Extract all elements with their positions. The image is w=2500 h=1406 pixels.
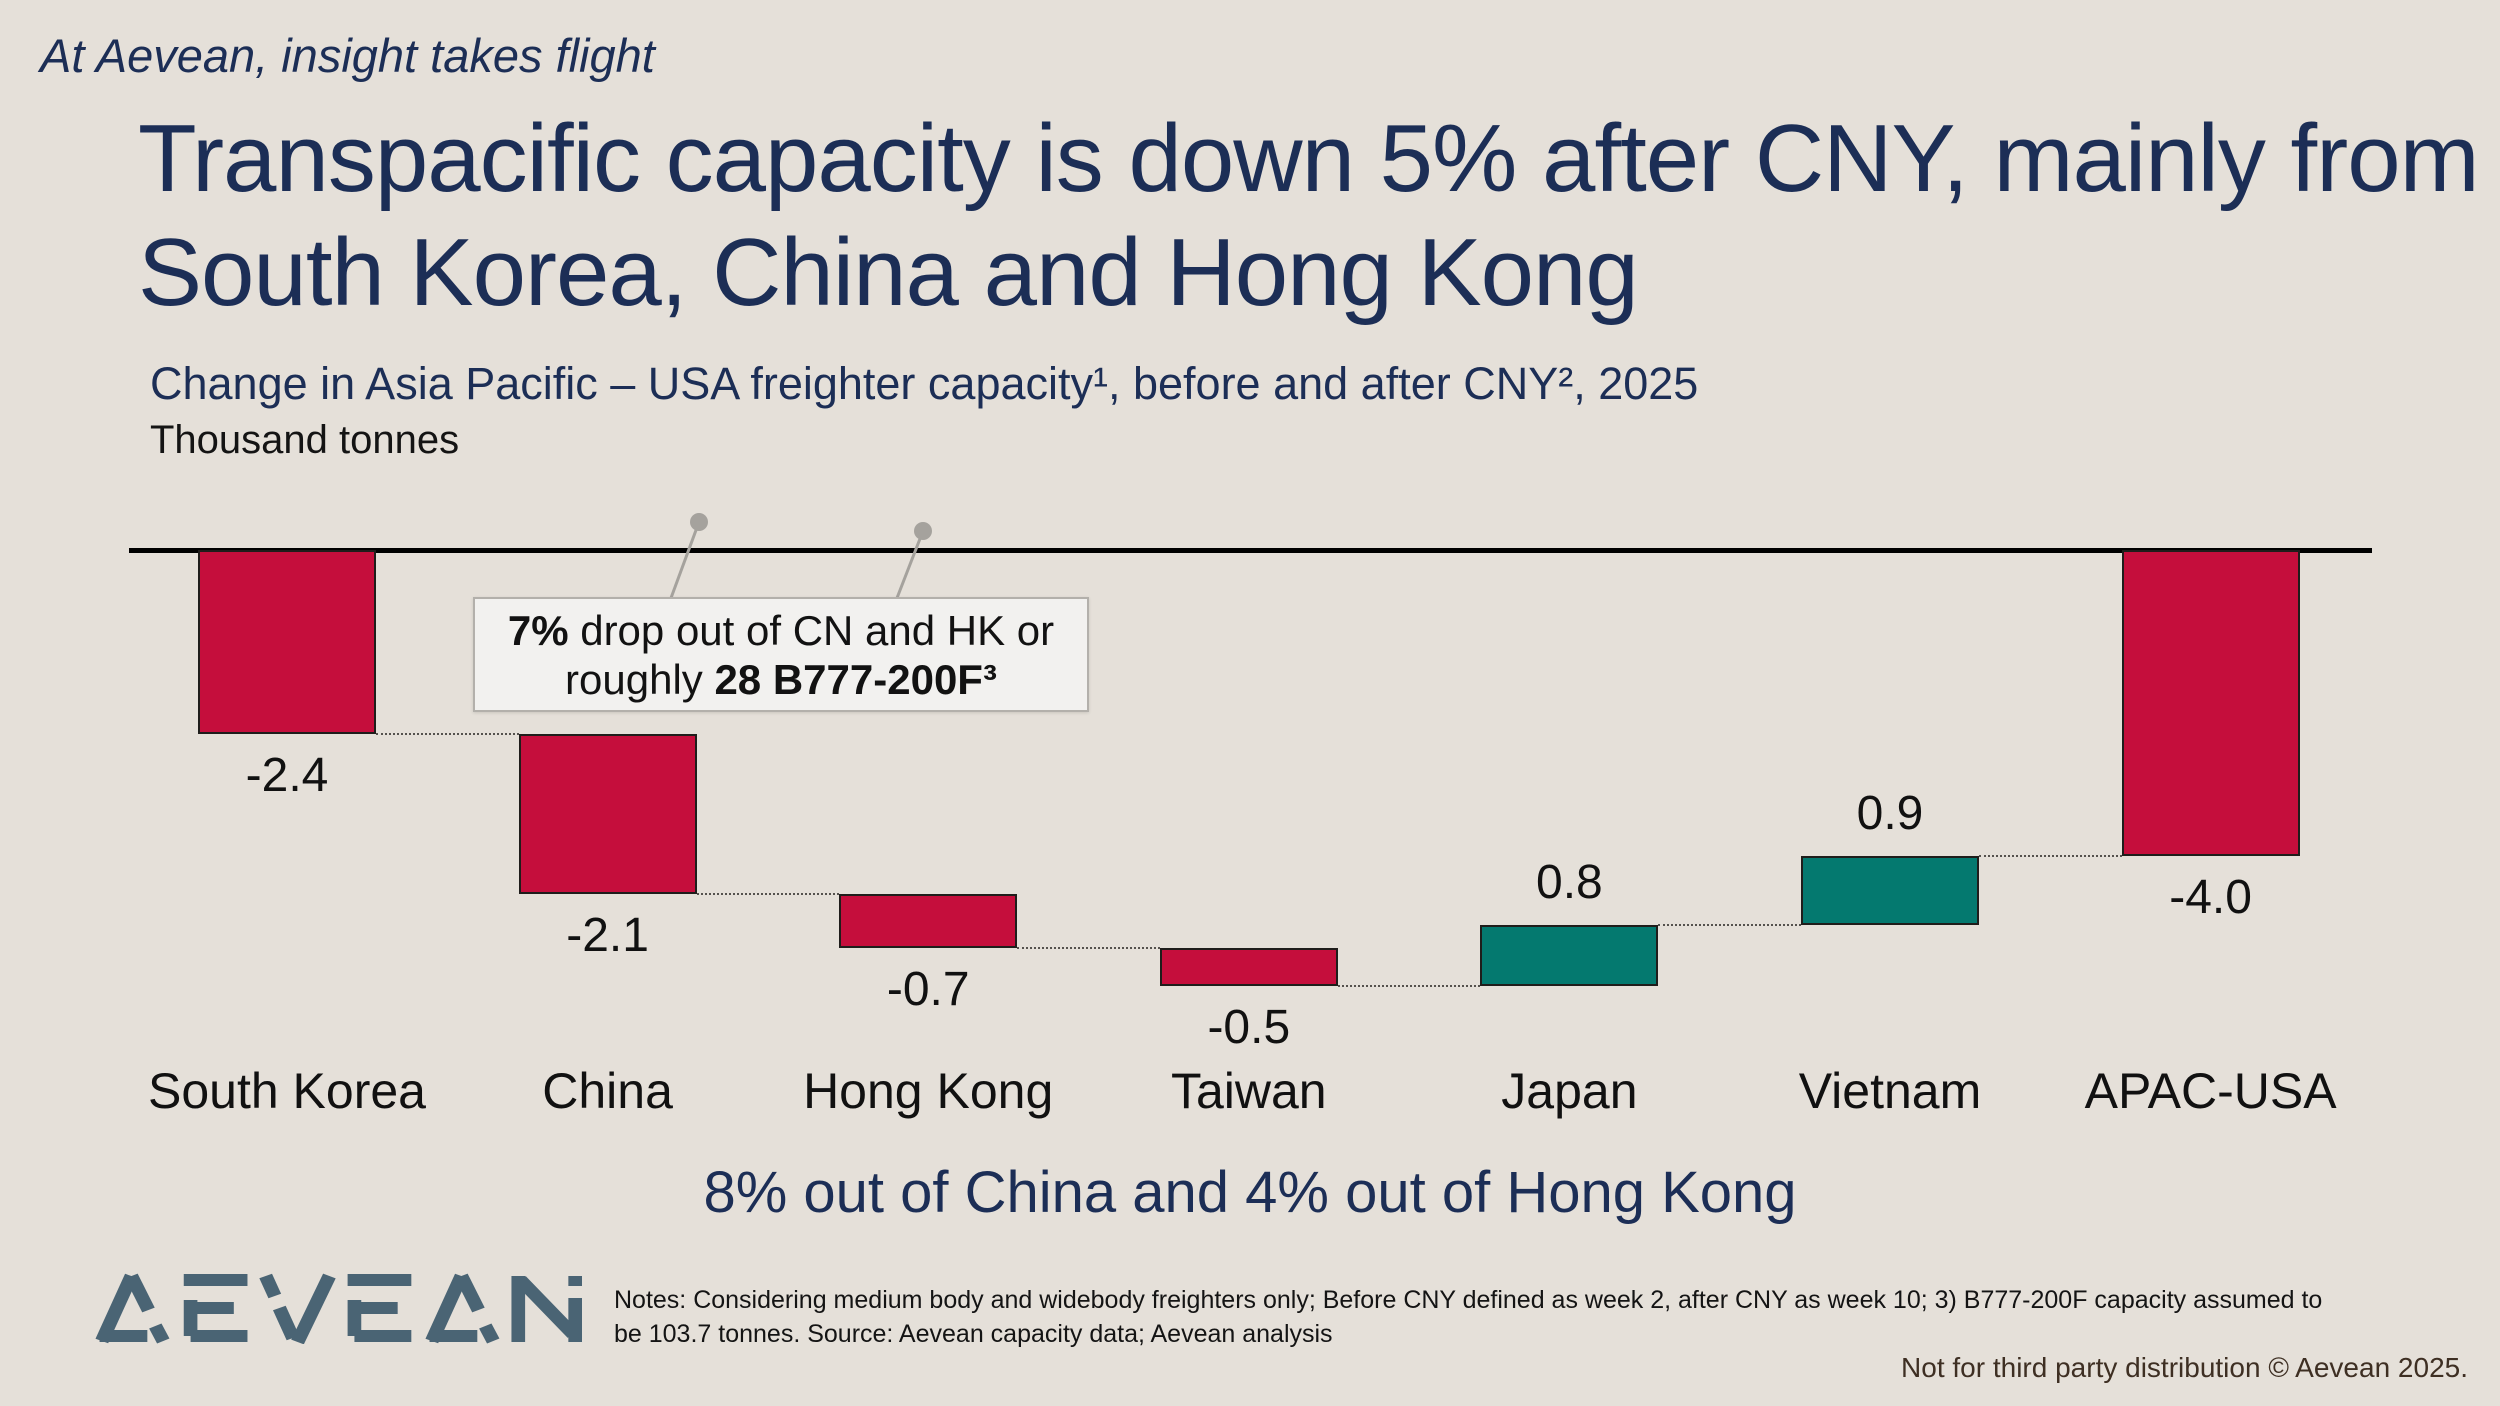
bar-south-korea: [198, 550, 376, 734]
category-label-vietnam: Vietnam: [1798, 1063, 1982, 1119]
value-label-vietnam: 0.9: [1856, 787, 1924, 840]
aevean-logo: [95, 1270, 582, 1349]
connector-1: [376, 732, 519, 735]
category-label-hong-kong: Hong Kong: [803, 1063, 1054, 1119]
connector-2: [696, 893, 840, 896]
distribution-footer: Not for third party distribution © Aevea…: [1901, 1352, 2468, 1383]
callout-line-1: 7% drop out of CN and HK or: [507, 606, 1055, 654]
page-title: Transpacific capacity is down 5% after C…: [138, 102, 2480, 330]
bar-vietnam: [1801, 856, 1979, 925]
bar-japan: [1480, 924, 1659, 987]
callout-line-2: roughly 28 B777-200F³: [565, 655, 997, 703]
connector-4: [1337, 985, 1481, 988]
tagline: At Aevean, insight takes flight: [40, 29, 655, 82]
page-title-line-2: South Korea, China and Hong Kong: [138, 219, 1639, 326]
category-label-china: China: [542, 1063, 673, 1119]
category-label-south-korea: South Korea: [148, 1063, 426, 1119]
callout-leader-dot-cn: [690, 513, 708, 531]
bar-apac-usa: [2121, 550, 2300, 856]
connector-6: [1979, 855, 2122, 857]
value-label-hong-kong: -0.7: [886, 962, 970, 1016]
value-label-china: -2.1: [566, 909, 649, 963]
aevean-logo-glyphs: [95, 1273, 582, 1345]
page-title-line-1: Transpacific capacity is down 5% after C…: [138, 105, 2480, 212]
value-label-south-korea: -2.4: [245, 748, 329, 802]
value-label-japan: 0.8: [1536, 855, 1603, 909]
bar-hong-kong: [839, 894, 1018, 948]
takeaway-text: 8% out of China and 4% out of Hong Kong: [703, 1160, 1797, 1225]
chart-unit-label: Thousand tonnes: [150, 418, 460, 462]
callout-box: 7% drop out of CN and HK or roughly 28 B…: [473, 597, 1089, 712]
callout-leader-dot-hk: [914, 522, 932, 540]
connector-3: [1017, 946, 1160, 949]
bar-taiwan: [1159, 947, 1338, 987]
footnotes-line-2: be 103.7 tonnes. Source: Aevean capacity…: [614, 1320, 1333, 1348]
zero-axis-line: [129, 548, 2372, 553]
category-label-apac-usa: APAC-USA: [2084, 1063, 2337, 1119]
callout-leader-line-hk: [895, 530, 925, 599]
value-label-apac-usa: -4.0: [2169, 871, 2252, 924]
chart-title: Change in Asia Pacific – USA freighter c…: [150, 358, 1699, 409]
category-label-japan: Japan: [1501, 1063, 1638, 1119]
callout-leader-line-cn: [669, 521, 701, 599]
footnotes: Notes: Considering medium body and wideb…: [614, 1283, 2322, 1351]
footnotes-line-1: Notes: Considering medium body and wideb…: [614, 1286, 2323, 1314]
category-label-taiwan: Taiwan: [1170, 1063, 1327, 1119]
value-label-taiwan: -0.5: [1207, 1001, 1291, 1055]
bar-china: [518, 733, 697, 895]
connector-5: [1658, 923, 1801, 926]
